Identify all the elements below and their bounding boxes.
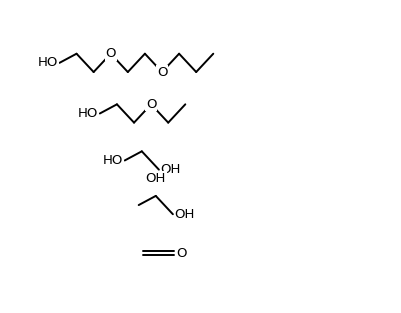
Text: OH: OH [160, 163, 181, 176]
Text: HO: HO [38, 56, 58, 69]
Text: O: O [146, 98, 156, 111]
Text: O: O [105, 47, 116, 60]
Text: HO: HO [103, 154, 123, 167]
Text: HO: HO [78, 107, 98, 120]
Text: OH: OH [174, 208, 195, 221]
Text: O: O [157, 65, 167, 79]
Text: O: O [176, 247, 186, 260]
Text: OH: OH [146, 172, 166, 185]
